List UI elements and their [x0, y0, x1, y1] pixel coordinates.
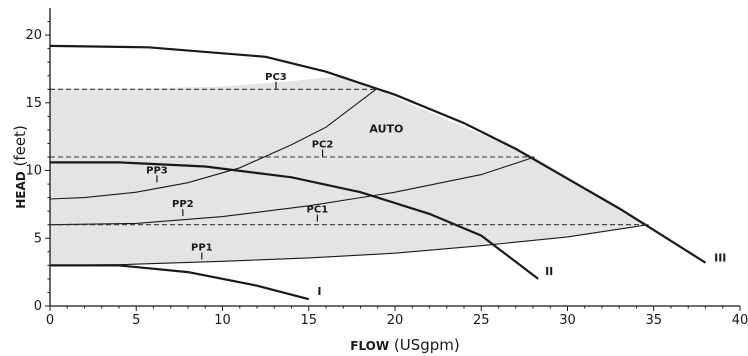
- y-tick-label-10: 10: [25, 164, 42, 179]
- x-tick-label-15: 15: [300, 313, 317, 328]
- curve-label-i: I: [317, 285, 321, 298]
- y-tick-label-0: 0: [34, 299, 42, 314]
- y-tick-label-5: 5: [34, 231, 42, 246]
- curve-label-iii: III: [714, 251, 726, 264]
- curve-label-pc2: PC2: [312, 140, 334, 151]
- x-tick-label-20: 20: [387, 313, 404, 328]
- curve-label-pp2: PP2: [172, 199, 194, 210]
- x-tick-label-10: 10: [214, 313, 231, 328]
- x-tick-label-5: 5: [132, 313, 140, 328]
- auto-region-label: AUTO: [369, 123, 403, 136]
- x-tick-label-30: 30: [559, 313, 576, 328]
- x-tick-label-25: 25: [473, 313, 490, 328]
- y-axis-title: HEAD (feet): [11, 125, 29, 209]
- curve-label-pp3: PP3: [146, 165, 168, 176]
- curve-i: [50, 264, 310, 301]
- curve-label-pc3: PC3: [265, 72, 287, 83]
- x-tick-label-40: 40: [732, 313, 748, 328]
- curve-iii: [49, 44, 707, 264]
- curve-pp2: [49, 156, 535, 226]
- curve-label-ii: II: [545, 265, 553, 278]
- y-tick-label-20: 20: [25, 28, 42, 43]
- x-axis-title: FLOW (USgpm): [350, 336, 460, 354]
- curve-pp3: [49, 88, 377, 200]
- auto-region-fill: [50, 75, 649, 266]
- x-tick-label-0: 0: [46, 313, 54, 328]
- curve-label-pc1: PC1: [307, 205, 329, 216]
- curve-pp1: [49, 224, 649, 266]
- x-tick-label-35: 35: [645, 313, 662, 328]
- y-tick-label-15: 15: [25, 96, 42, 111]
- curve-label-pp1: PP1: [191, 242, 213, 253]
- curve-ii: [50, 161, 539, 280]
